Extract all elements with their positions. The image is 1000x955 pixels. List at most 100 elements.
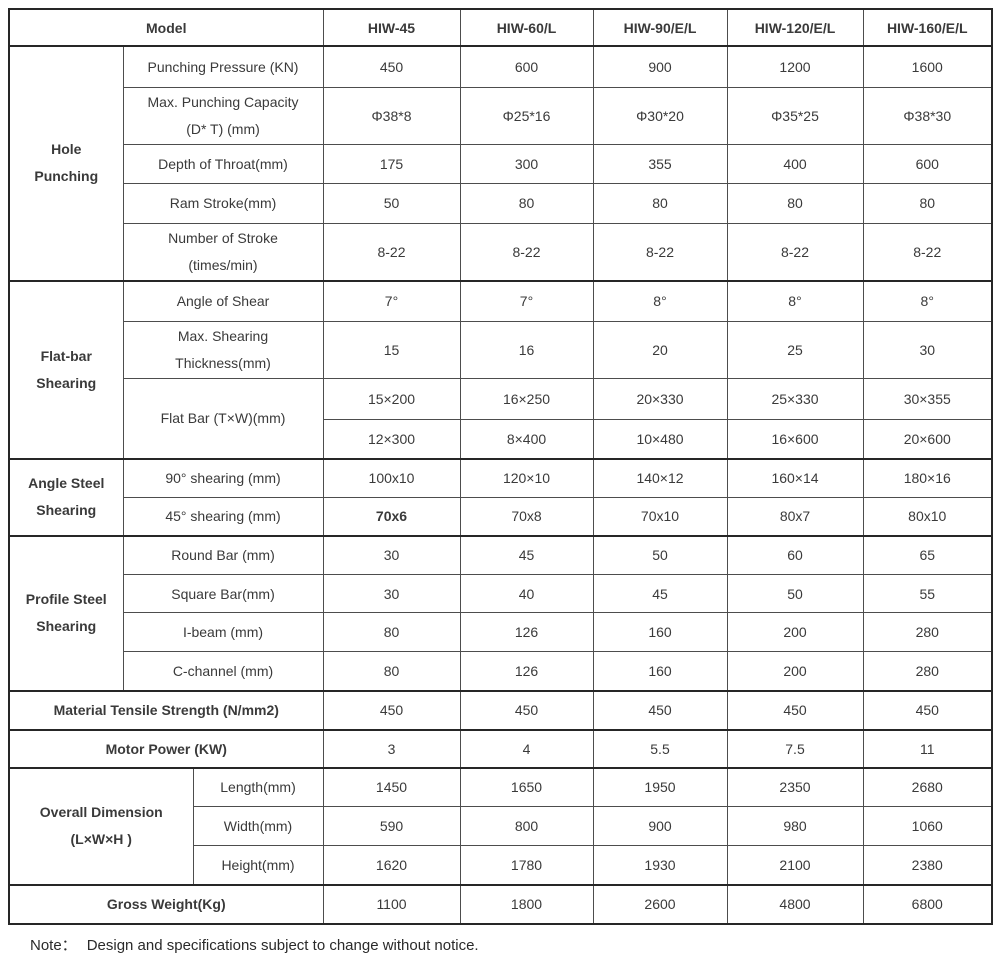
value-cell: 30 bbox=[322, 534, 461, 575]
value-cell: Φ25*16 bbox=[459, 86, 594, 145]
param-label: Max. Punching Capacity (D* T) (mm) bbox=[122, 86, 324, 145]
param-label-line: (D* T) (mm) bbox=[186, 120, 260, 137]
value-cell: 1450 bbox=[322, 766, 461, 807]
value-cell: 70x8 bbox=[459, 497, 594, 536]
value-cell: 8° bbox=[862, 279, 993, 322]
value-cell: 450 bbox=[862, 689, 993, 730]
value-cell: 7° bbox=[459, 279, 594, 322]
value-cell: 1620 bbox=[322, 845, 461, 885]
value-cell: 80x10 bbox=[862, 497, 993, 536]
value-cell: 175 bbox=[322, 143, 461, 184]
row-label-gross-weight: Gross Weight(Kg) bbox=[8, 883, 324, 924]
value-cell: 7° bbox=[322, 279, 461, 322]
param-label: Length(mm) bbox=[192, 766, 324, 807]
value-cell: 450 bbox=[592, 689, 728, 730]
table-row: Gross Weight(Kg) 1100 1800 2600 4800 680… bbox=[8, 883, 993, 924]
footnote-text: Design and specifications subject to cha… bbox=[86, 936, 479, 954]
value-cell: 50 bbox=[322, 182, 461, 224]
param-label: Round Bar (mm) bbox=[122, 534, 324, 575]
table-row: 12×300 8×400 10×480 16×600 20×600 bbox=[9, 419, 993, 459]
value-cell: Φ38*30 bbox=[862, 86, 993, 145]
value-cell: 70x10 bbox=[592, 497, 728, 536]
value-cell: 450 bbox=[322, 689, 461, 730]
value-cell: 20 bbox=[592, 321, 728, 379]
table-row: I-beam (mm) 80 126 160 200 280 bbox=[9, 612, 993, 652]
param-label: 45° shearing (mm) bbox=[122, 497, 324, 536]
model-header-cell: Model bbox=[8, 8, 324, 47]
section-label-hole-punching: Hole Punching bbox=[8, 45, 124, 281]
col-header: HIW-90/E/L bbox=[592, 8, 728, 47]
param-label: Depth of Throat(mm) bbox=[122, 143, 324, 184]
value-cell: 45 bbox=[592, 574, 728, 613]
value-cell: 15×200 bbox=[322, 378, 461, 420]
value-cell: 8-22 bbox=[592, 222, 728, 281]
value-cell: 25 bbox=[726, 321, 864, 379]
value-cell: 80 bbox=[592, 182, 728, 224]
value-cell: 200 bbox=[726, 612, 864, 652]
value-cell: 1780 bbox=[459, 845, 594, 885]
table-row: Hole Punching Punching Pressure (KN) 450… bbox=[8, 45, 993, 281]
param-label-line: Max. Punching Capacity bbox=[147, 93, 299, 110]
section-label-line: Flat-bar bbox=[40, 347, 92, 364]
value-cell: 280 bbox=[862, 651, 993, 691]
value-cell: 60 bbox=[726, 534, 864, 575]
value-cell: 1100 bbox=[322, 883, 461, 924]
value-cell: 30×355 bbox=[862, 378, 993, 420]
section-label-line: Overall Dimension bbox=[39, 804, 163, 820]
value-cell: 12×300 bbox=[322, 419, 461, 459]
value-cell: Φ35*25 bbox=[726, 86, 864, 145]
value-cell: 30 bbox=[322, 574, 461, 613]
spec-table: Model HIW-45 HIW-60/L HIW-90/E/L HIW-120… bbox=[8, 8, 993, 925]
section-label-line: (L×W×H ) bbox=[70, 831, 132, 847]
section-label-line: Profile Steel bbox=[25, 591, 107, 607]
header-row: Model HIW-45 HIW-60/L HIW-90/E/L HIW-120… bbox=[8, 8, 993, 47]
table-row: Angle Steel Shearing 90° shearing (mm) 1… bbox=[8, 457, 993, 536]
value-cell: 1650 bbox=[459, 766, 594, 807]
value-cell: 80 bbox=[322, 612, 461, 652]
table-row: Material Tensile Strength (N/mm2) 450 45… bbox=[8, 689, 993, 730]
col-header: HIW-120/E/L bbox=[726, 8, 864, 47]
param-label-line: (times/min) bbox=[188, 256, 258, 273]
param-label: Height(mm) bbox=[192, 845, 324, 885]
value-cell: 2350 bbox=[726, 766, 864, 807]
value-cell: 6800 bbox=[862, 883, 993, 924]
table-row: Flat Bar (T×W)(mm) 15×200 16×250 20×330 … bbox=[9, 378, 993, 459]
value-cell: 15 bbox=[322, 321, 461, 379]
value-cell: 80 bbox=[459, 182, 594, 224]
value-cell: 2100 bbox=[726, 845, 864, 885]
value-cell: 16×250 bbox=[459, 378, 594, 420]
value-cell: 65 bbox=[862, 534, 993, 575]
value-cell: 1600 bbox=[862, 45, 993, 88]
value-cell: 5.5 bbox=[592, 728, 728, 768]
value-cell: 8-22 bbox=[459, 222, 594, 281]
section-label-line: Shearing bbox=[36, 502, 97, 518]
col-header: HIW-45 bbox=[322, 8, 461, 47]
value-cell: 1200 bbox=[726, 45, 864, 88]
section-label-line: Shearing bbox=[36, 618, 97, 634]
value-cell: 1950 bbox=[592, 766, 728, 807]
value-cell: 8-22 bbox=[726, 222, 864, 281]
value-cell: 16 bbox=[459, 321, 594, 379]
table-row: Ram Stroke(mm) 50 80 80 80 80 bbox=[9, 182, 993, 224]
value-cell: 200 bbox=[726, 651, 864, 691]
section-label-flat-bar-shearing: Flat-bar Shearing bbox=[8, 279, 124, 459]
value-cell: 4800 bbox=[726, 883, 864, 924]
value-cell: 590 bbox=[322, 806, 461, 846]
value-cell: 450 bbox=[322, 45, 461, 88]
table-row: Max. Shearing Thickness(mm) 15 16 20 25 … bbox=[9, 321, 993, 379]
table-row: Depth of Throat(mm) 175 300 355 400 600 bbox=[9, 143, 993, 184]
value-cell: 8° bbox=[726, 279, 864, 322]
value-cell: 16×600 bbox=[726, 419, 864, 459]
value-cell: 450 bbox=[726, 689, 864, 730]
value-cell: 11 bbox=[862, 728, 993, 768]
param-label: Width(mm) bbox=[192, 806, 324, 846]
section-label-line: Shearing bbox=[36, 374, 97, 391]
footnote-label: Note： bbox=[30, 936, 77, 954]
section-label-profile-steel-shearing: Profile Steel Shearing bbox=[8, 534, 124, 691]
value-cell: 8° bbox=[592, 279, 728, 322]
value-cell: 8-22 bbox=[862, 222, 993, 281]
value-cell: 355 bbox=[592, 143, 728, 184]
param-label: Angle of Shear bbox=[122, 279, 324, 322]
param-label: Number of Stroke (times/min) bbox=[122, 222, 324, 281]
